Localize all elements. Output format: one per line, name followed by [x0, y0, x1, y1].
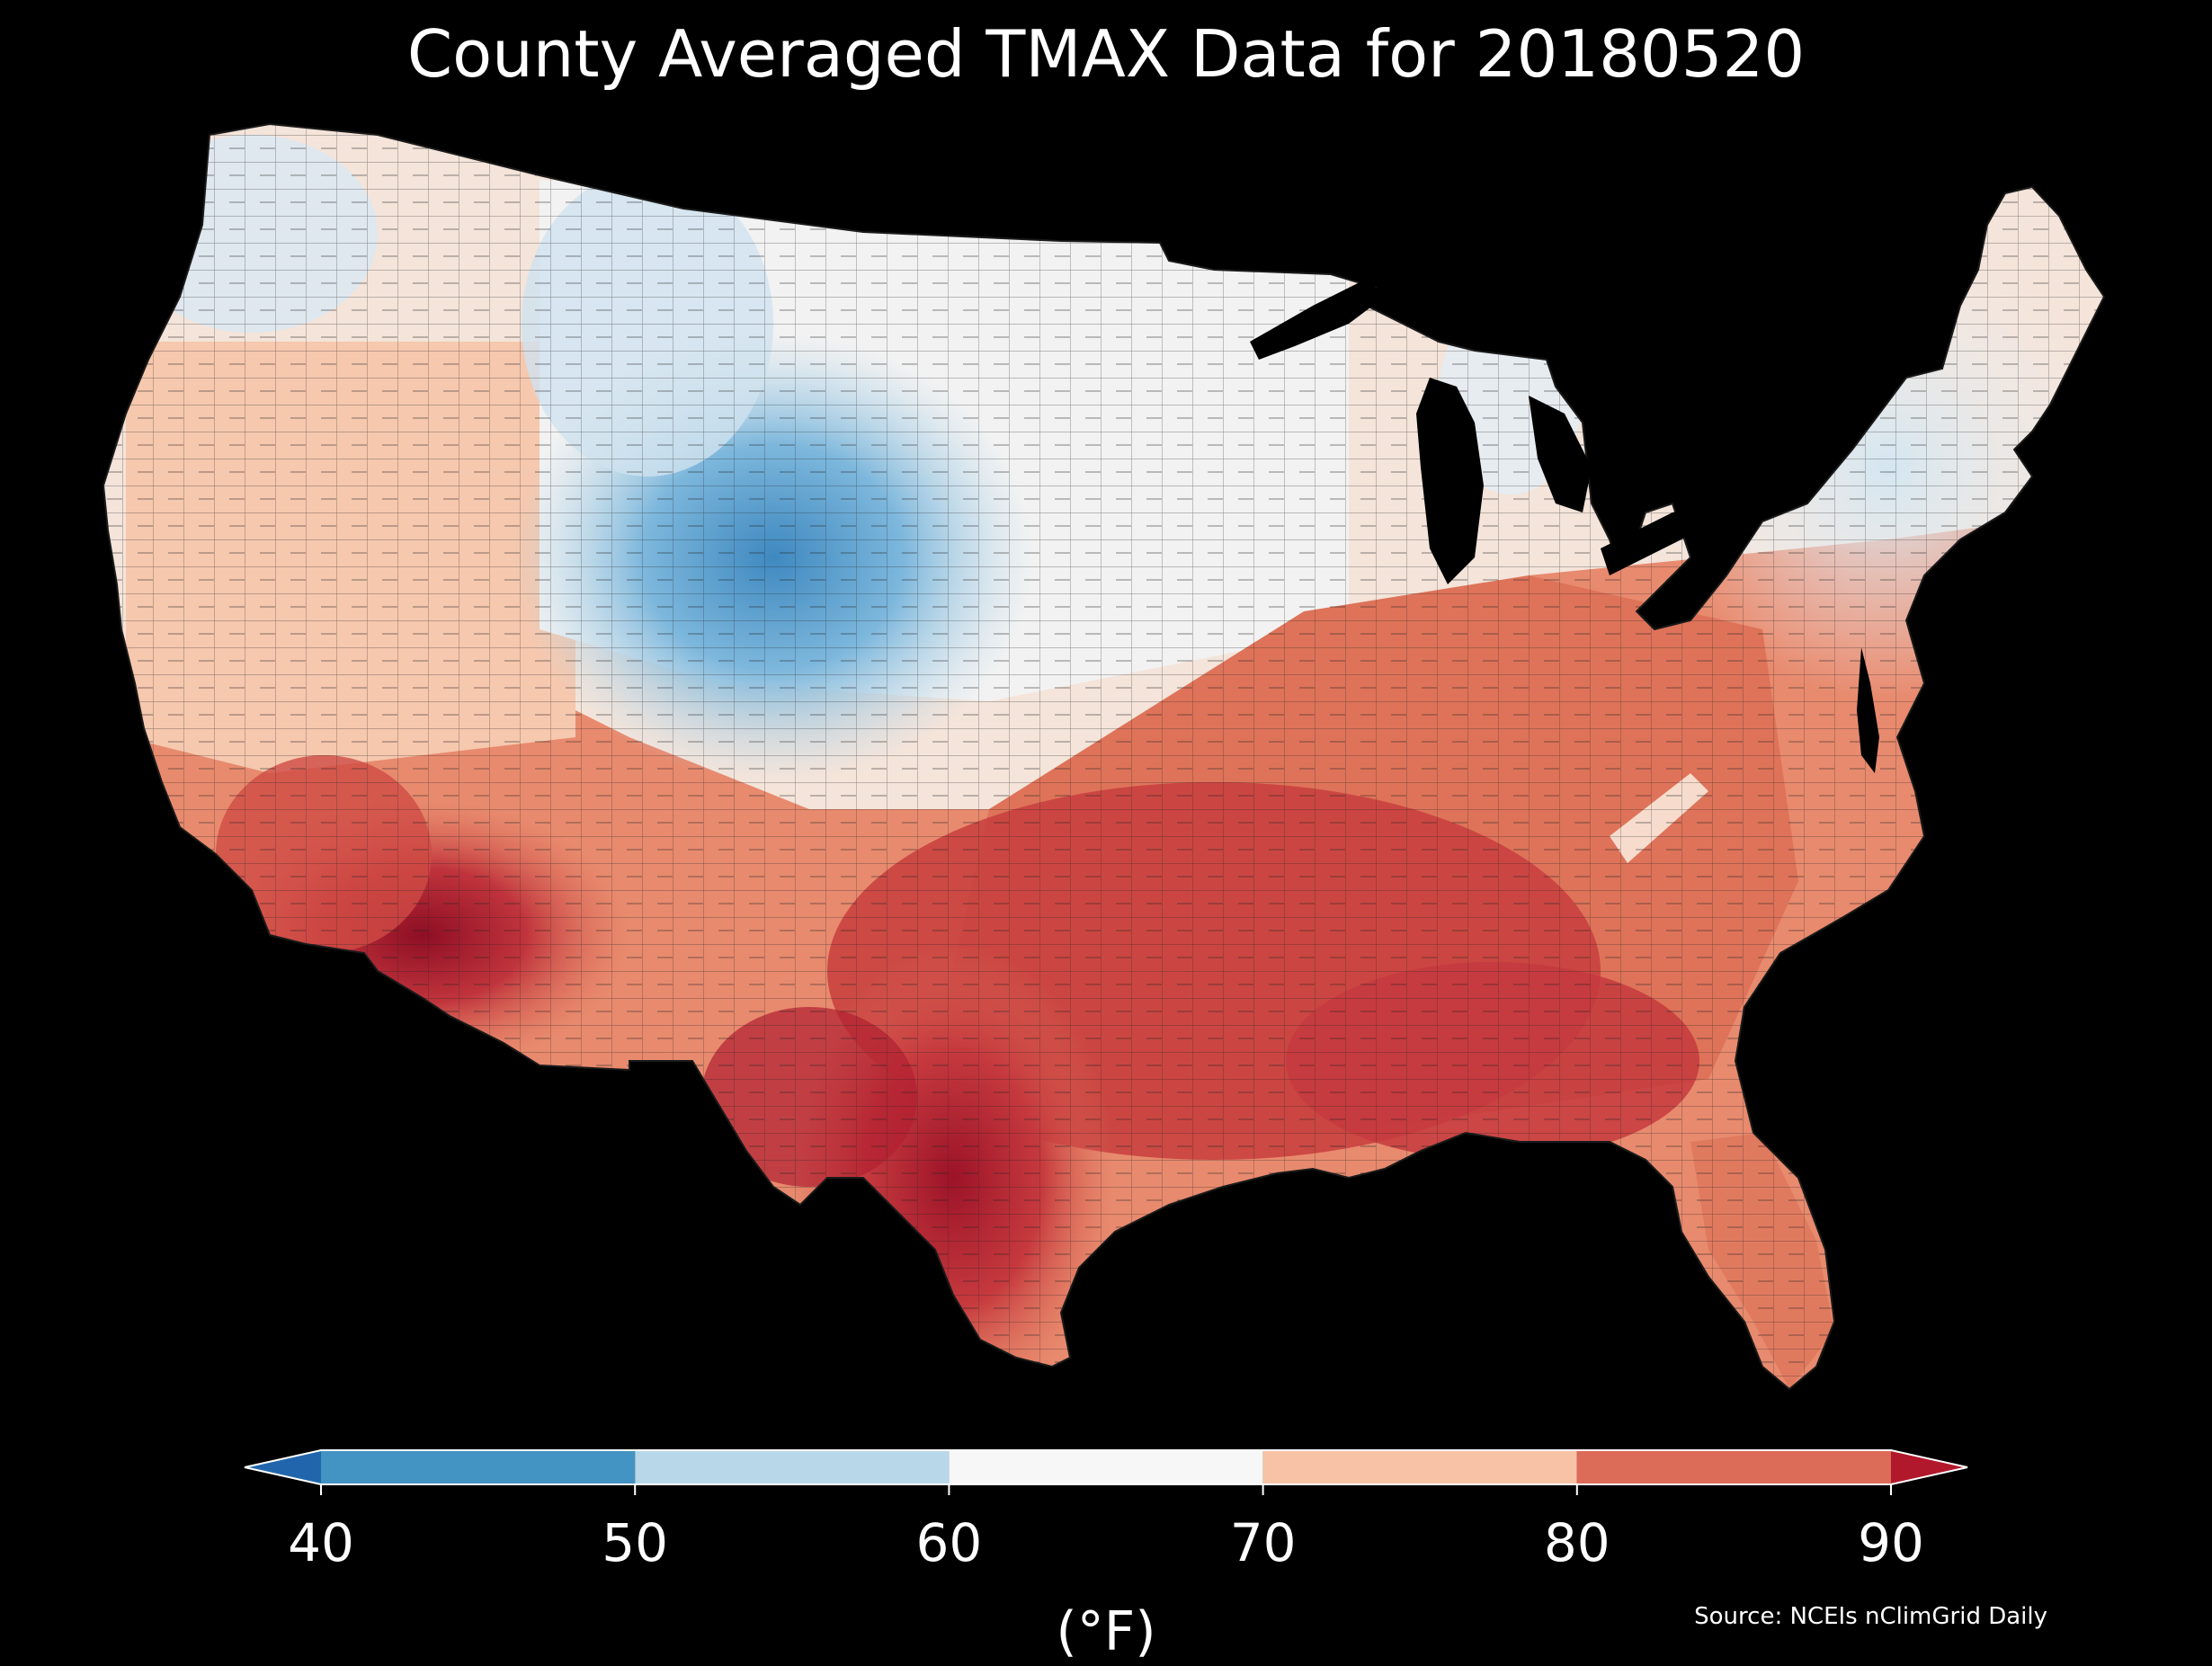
colorbar-bin-50-60 [635, 1450, 950, 1484]
colorbar-unit-label: (°F) [1056, 1600, 1156, 1663]
chart-title: County Averaged TMAX Data for 20180520 [406, 16, 1806, 92]
lake-huron [1529, 396, 1592, 512]
lake-ontario [1744, 459, 1825, 490]
colorbar-under-extension [245, 1450, 321, 1484]
colorbar-bin-40-50 [321, 1450, 636, 1484]
colorbar-tick-label: 90 [1858, 1512, 1924, 1573]
colorbar-bin-70-80 [1262, 1450, 1577, 1484]
lake-erie [1601, 503, 1708, 575]
lake-michigan [1416, 378, 1484, 584]
lake-superior [1250, 279, 1385, 360]
chesapeake-bay [1857, 647, 1879, 773]
colorbar-tick-label: 80 [1543, 1512, 1610, 1573]
colorbar-tick-label: 60 [915, 1512, 983, 1573]
source-credit: Source: NCEIs nClimGrid Daily [1694, 1603, 2047, 1630]
colorbar-tick-label: 40 [288, 1512, 354, 1573]
colorbar-bin-80-90 [1576, 1450, 1891, 1484]
colorbar-over-extension [1891, 1450, 1967, 1484]
colorbar-tick-label: 70 [1229, 1512, 1297, 1573]
colorbar-bin-60-70 [949, 1450, 1263, 1484]
colorbar-tick-label: 50 [602, 1512, 669, 1573]
